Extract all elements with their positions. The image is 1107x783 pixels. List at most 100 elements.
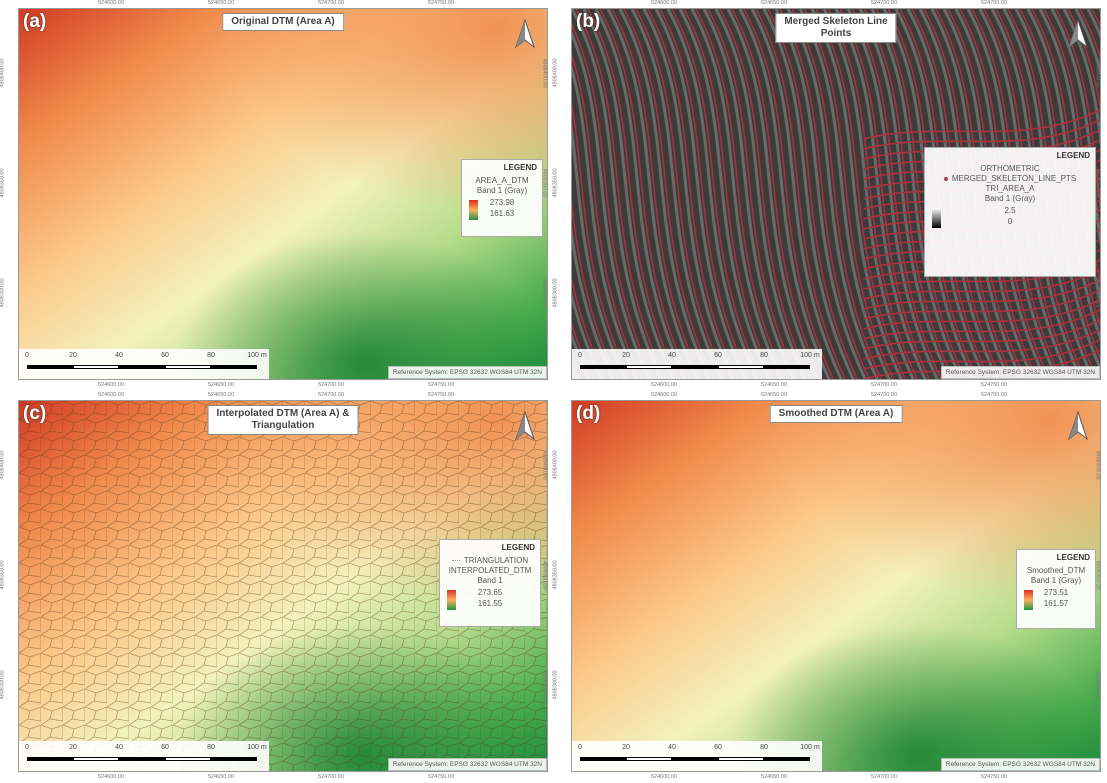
legend-heading: LEGEND <box>1056 151 1090 160</box>
scale-segment <box>718 757 764 761</box>
coordinate-label: 4808400.00 <box>552 58 559 88</box>
coordinate-label: 524750.00 <box>981 774 1007 780</box>
map-frame: (a) Original DTM (Area A) LEGEND AREA_A_DTM… <box>18 8 548 380</box>
map-frame: (c) Interpolated DTM (Area A) & Triangulat… <box>18 400 548 772</box>
scale-label: 100 m <box>800 744 820 751</box>
scale-label: 80 <box>760 744 768 751</box>
coordinate-label: 4808300.00 <box>552 670 559 700</box>
coordinate-label: 4808350.00 <box>1094 560 1101 590</box>
scale-label: 100 m <box>247 352 267 359</box>
reference-system: Reference System: EPSG 32632 WGS84 UTM 3… <box>387 366 547 379</box>
scale-segment <box>211 757 257 761</box>
legend-text: AREA_A_DTM <box>475 176 529 185</box>
coordinate-label: 524700.00 <box>318 392 344 398</box>
scale-label: 100 m <box>800 352 820 359</box>
scale-label: 0 <box>25 352 29 359</box>
legend: LEGEND TRIANGULATION INTERPOLATED_DTM Band … <box>439 539 541 627</box>
legend-text: ORTHOMETRIC <box>980 164 1040 173</box>
map-title: Interpolated DTM (Area A) & Triangulation <box>207 405 359 435</box>
scale-label: 40 <box>115 352 123 359</box>
coordinate-label: 4808400.00 <box>541 58 548 88</box>
coordinate-label: 524700.00 <box>318 0 344 6</box>
coordinate-label: 524750.00 <box>981 392 1007 398</box>
map-panel: (a) Original DTM (Area A) LEGEND AREA_A_DTM… <box>0 0 553 390</box>
legend-entry: TRIANGULATION <box>445 556 535 566</box>
raster-shade <box>572 401 1100 771</box>
legend-heading: LEGEND <box>501 543 535 552</box>
scale-bar: 0 20 40 60 80 100 m <box>19 741 269 771</box>
arrow-shade <box>1069 20 1078 47</box>
north-arrow <box>1068 411 1088 441</box>
coordinate-label: 524600.00 <box>651 774 677 780</box>
scale-label: 20 <box>69 744 77 751</box>
coordinate-label: 524750.00 <box>428 774 454 780</box>
coordinate-label: 524750.00 <box>428 382 454 388</box>
scale-segment <box>165 365 211 369</box>
ramp-min: 161.63 <box>489 209 515 218</box>
legend-text: TRI_AREA_A <box>985 184 1035 193</box>
ramp-max: 273.65 <box>477 588 503 597</box>
ramp-max: 2.5 <box>1004 206 1016 215</box>
coordinate-label: 4808300.00 <box>0 670 6 700</box>
legend-ramp: 273.98 161.63 <box>467 198 537 222</box>
scale-label: 40 <box>668 744 676 751</box>
map-frame: (d) Smoothed DTM (Area A) LEGEND Smoothed_D… <box>571 400 1101 772</box>
scale-segment <box>580 365 626 369</box>
legend-ramp: 273.51 161.57 <box>1022 588 1090 612</box>
reference-system: Reference System: EPSG 32632 WGS84 UTM 3… <box>940 366 1100 379</box>
coordinate-label: 524750.00 <box>981 382 1007 388</box>
scale-label: 80 <box>760 352 768 359</box>
coordinate-label: 4808350.00 <box>541 560 548 590</box>
scale-label: 40 <box>115 744 123 751</box>
north-arrow <box>1068 19 1088 49</box>
ramp-max: 273.51 <box>1043 588 1069 597</box>
arrow-shade <box>516 412 525 439</box>
scale-segment <box>119 757 165 761</box>
scale-segment <box>211 365 257 369</box>
coordinate-label: 524600.00 <box>98 0 124 6</box>
title-line: Merged Skeleton Line <box>784 16 888 27</box>
legend-entry: Band 1 (Gray) <box>930 194 1090 204</box>
legend-text: Smoothed_DTM <box>1026 566 1086 575</box>
title-line: Original DTM (Area A) <box>231 16 335 27</box>
scale-segment <box>27 365 73 369</box>
scale-segment <box>73 757 119 761</box>
scale-label: 20 <box>69 352 77 359</box>
legend-entry: TRI_AREA_A <box>930 184 1090 194</box>
coordinate-label: 524750.00 <box>981 0 1007 6</box>
scale-label: 60 <box>161 352 169 359</box>
legend-text: INTERPOLATED_DTM <box>448 566 532 575</box>
scale-segment <box>580 757 626 761</box>
coordinate-label: 4808400.00 <box>541 450 548 480</box>
legend-entry: Band 1 (Gray) <box>1022 576 1090 586</box>
scale-label: 60 <box>714 744 722 751</box>
legend-text: Band 1 (Gray) <box>984 194 1036 203</box>
coordinate-label: 524650.00 <box>761 774 787 780</box>
north-arrow <box>515 411 535 441</box>
legend-text: Band 1 (Gray) <box>476 186 528 195</box>
title-line: Interpolated DTM (Area A) & <box>216 408 350 419</box>
map-panel: (d) Smoothed DTM (Area A) LEGEND Smoothed_D… <box>553 392 1106 782</box>
legend-text: MERGED_SKELETON_LINE_PTS <box>951 174 1077 183</box>
scale-segment <box>764 365 810 369</box>
coordinate-label: 524700.00 <box>318 382 344 388</box>
scale-segment <box>27 757 73 761</box>
map-panel: (b) Merged Skeleton Line Points LEGEND ORTHO… <box>553 0 1106 390</box>
coordinate-label: 524650.00 <box>761 382 787 388</box>
color-ramp <box>932 208 941 228</box>
map-frame: (b) Merged Skeleton Line Points LEGEND ORTHO… <box>571 8 1101 380</box>
legend: LEGEND ORTHOMETRIC MERGED_SKELETON_LINE_PT… <box>924 147 1096 277</box>
coordinate-label: 4808350.00 <box>552 560 559 590</box>
title-line: Smoothed DTM (Area A) <box>778 408 894 419</box>
legend-text: Band 1 <box>477 576 503 585</box>
legend-entry: INTERPOLATED_DTM <box>445 566 535 576</box>
map-title: Original DTM (Area A) <box>222 13 344 31</box>
coordinate-label: 4808350.00 <box>552 168 559 198</box>
coordinate-label: 4808350.00 <box>0 168 6 198</box>
reference-system: Reference System: EPSG 32632 WGS84 UTM 3… <box>387 758 547 771</box>
legend-heading: LEGEND <box>503 163 537 172</box>
scale-segment <box>672 365 718 369</box>
coordinate-label: 524600.00 <box>98 774 124 780</box>
coordinate-label: 524700.00 <box>318 774 344 780</box>
